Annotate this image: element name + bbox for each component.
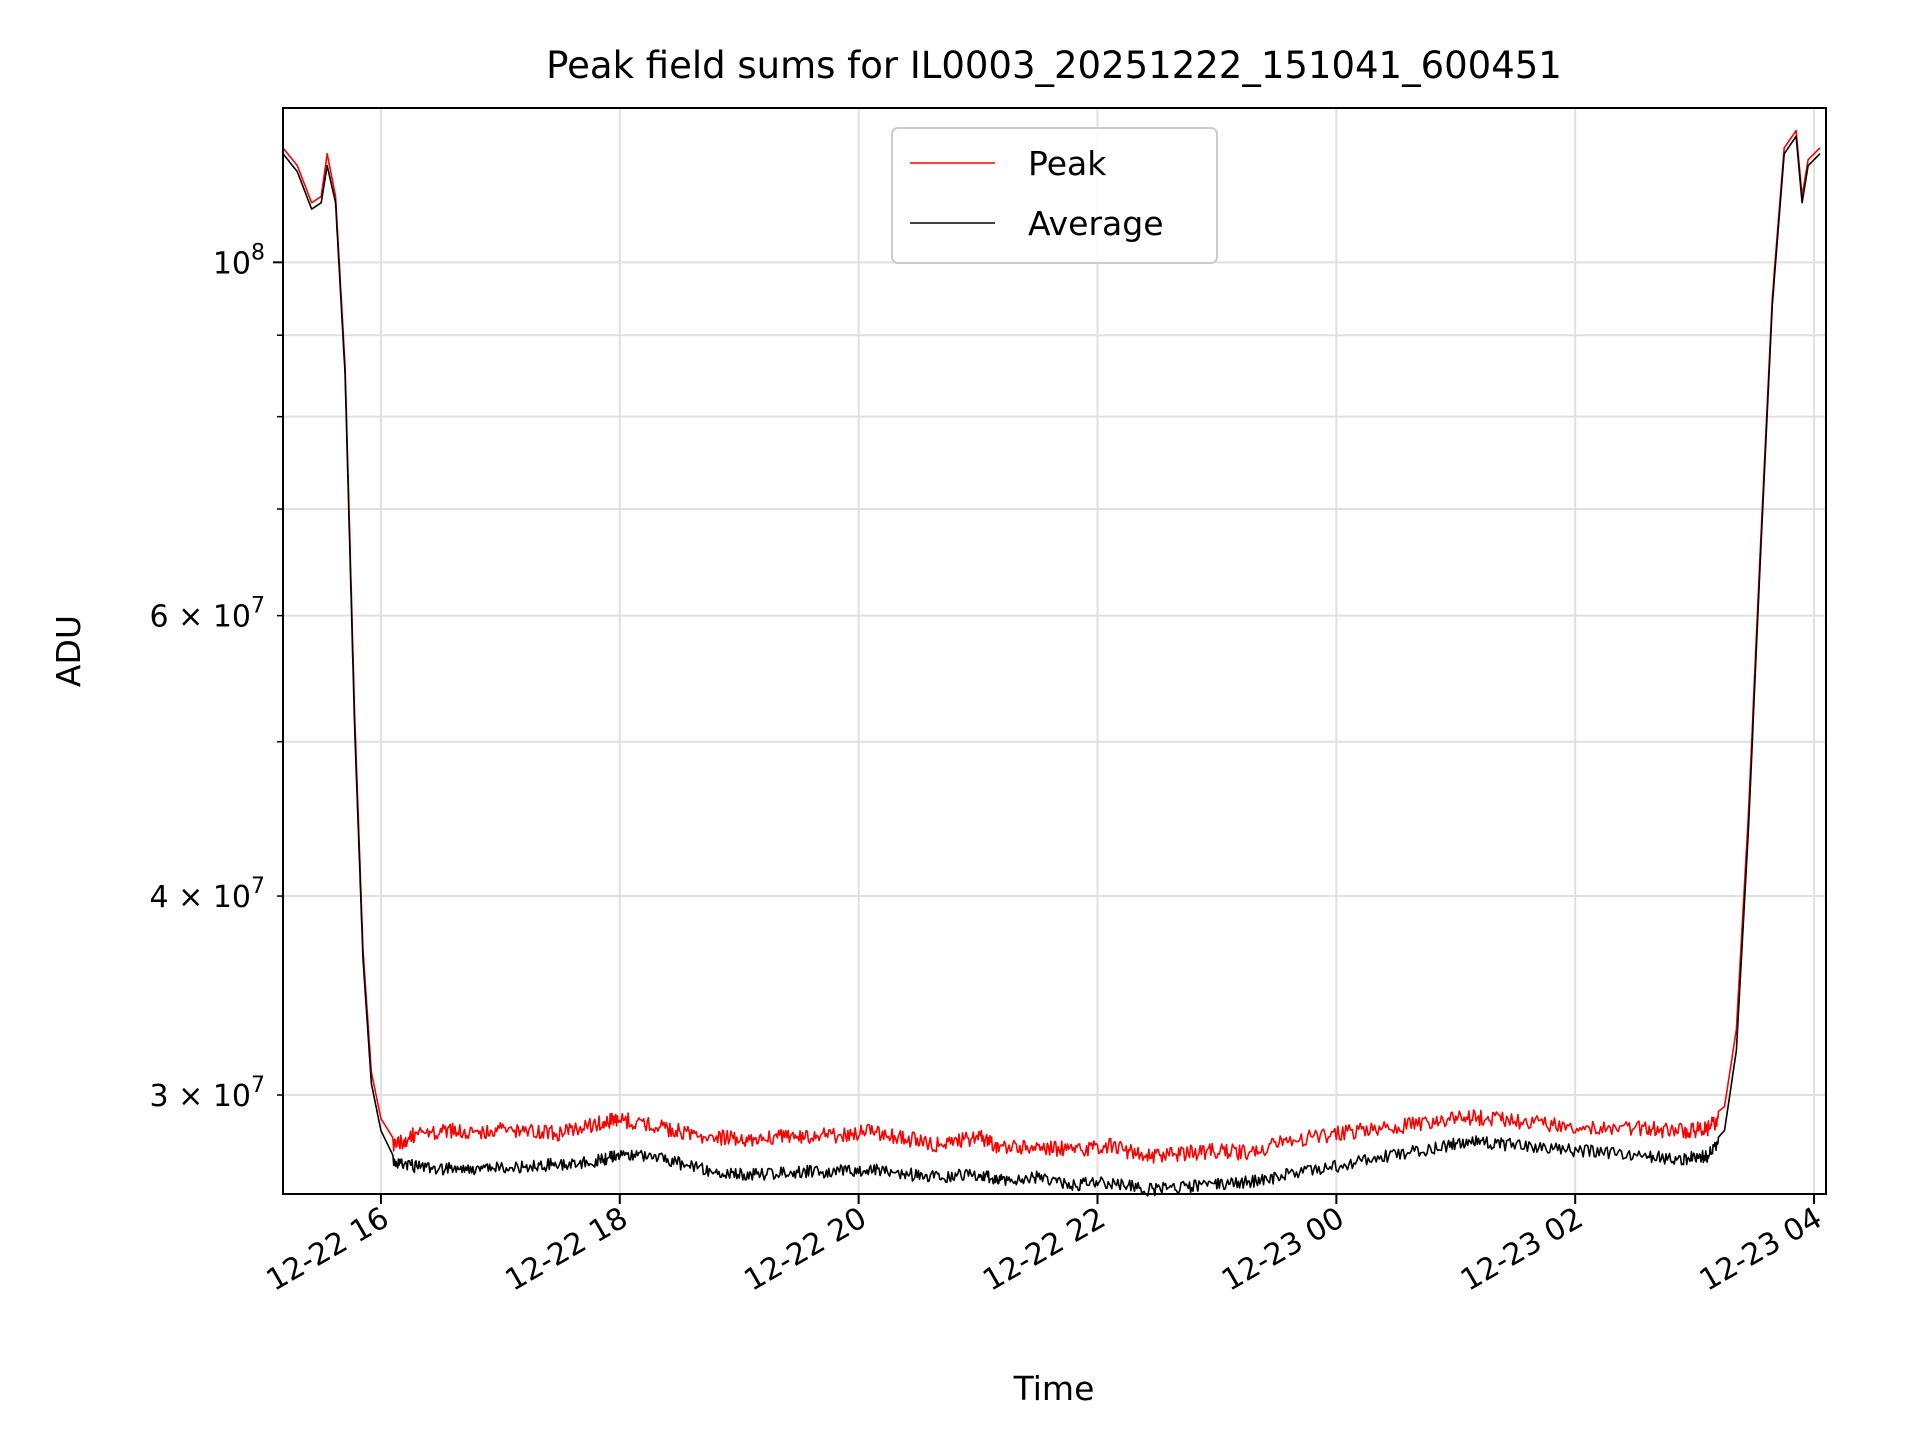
y-tick-base: 10 [213,246,251,281]
y-tick-exponent: 7 [251,594,265,619]
y-tick-label: 4 × 107 [150,874,265,915]
chart-title: Peak field sums for IL0003_20251222_1510… [546,44,1562,87]
y-tick-label: 3 × 107 [150,1073,265,1114]
series-line-peak [282,129,1821,1164]
legend-label-average: Average [1028,204,1164,243]
y-tick-label: 6 × 107 [150,594,265,635]
series-line-average [282,135,1821,1197]
y-tick-base: 10 [213,880,251,915]
y-tick-exponent: 7 [251,874,265,899]
y-tick-label: 108 [213,240,265,281]
y-tick-prefix: 3 × [150,1079,213,1114]
plot-series [282,129,1821,1197]
y-tick-prefix: 4 × [150,880,213,915]
y-tick-base: 10 [213,1079,251,1114]
y-axis-label: ADU [49,615,88,687]
legend-label-peak: Peak [1028,144,1107,183]
legend: Peak Average [891,127,1218,264]
plot-frame [282,107,1827,1195]
y-tick-prefix: 6 × [150,600,213,635]
y-tick-base: 10 [213,600,251,635]
grid-lines [283,108,1826,1194]
x-axis-label: Time [1013,1369,1095,1408]
legend-box [891,127,1218,264]
y-tick-exponent: 7 [251,1073,265,1098]
y-tick-exponent: 8 [251,240,265,265]
